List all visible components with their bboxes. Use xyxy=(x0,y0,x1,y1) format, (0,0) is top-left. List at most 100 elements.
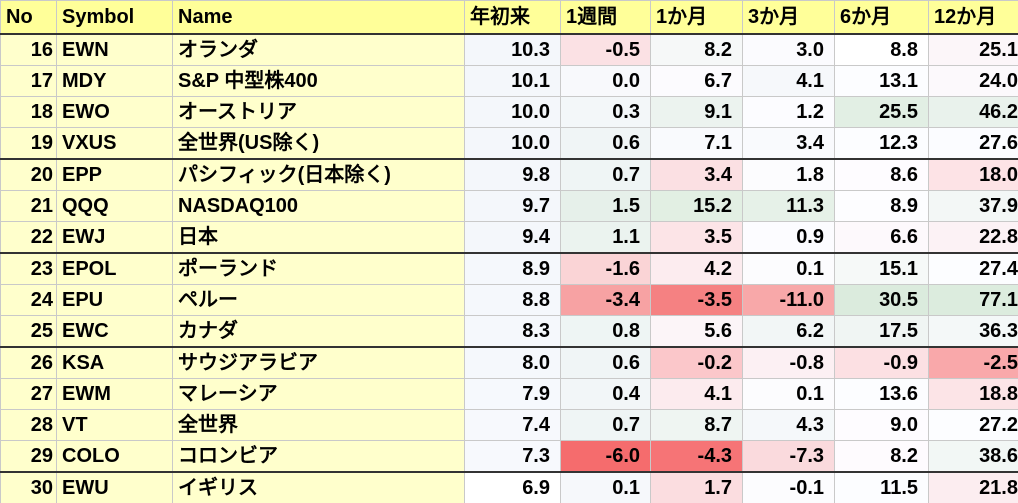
cell-name: オランダ xyxy=(172,33,465,66)
cell-12month: 27.2 xyxy=(928,409,1018,441)
col-header-6month: 6か月 xyxy=(834,0,929,35)
cell-ytd: 7.3 xyxy=(464,440,561,473)
cell-ytd: 10.0 xyxy=(464,127,561,160)
cell-1month: 6.7 xyxy=(650,65,743,97)
table-row: 27 EWM マレーシア 7.9 0.4 4.1 0.1 13.6 18.8 xyxy=(0,378,1018,410)
cell-symbol: KSA xyxy=(56,346,173,379)
cell-name: オーストリア xyxy=(172,96,465,128)
cell-3month: 11.3 xyxy=(742,190,835,222)
cell-symbol: EWM xyxy=(56,378,173,410)
table-row: 26 KSA サウジアラビア 8.0 0.6 -0.2 -0.8 -0.9 -2.5 xyxy=(0,346,1018,379)
cell-6month: 8.9 xyxy=(834,190,929,222)
col-header-no: No xyxy=(0,0,57,35)
cell-6month: 30.5 xyxy=(834,284,929,316)
table-row: 29 COLO コロンビア 7.3 -6.0 -4.3 -7.3 8.2 38.6 xyxy=(0,440,1018,473)
cell-no: 29 xyxy=(0,440,57,473)
cell-12month: 18.8 xyxy=(928,378,1018,410)
cell-3month: 4.1 xyxy=(742,65,835,97)
cell-6month: 17.5 xyxy=(834,315,929,348)
cell-no: 16 xyxy=(0,33,57,66)
cell-1month: 4.2 xyxy=(650,252,743,285)
cell-symbol: COLO xyxy=(56,440,173,473)
cell-name: NASDAQ100 xyxy=(172,190,465,222)
cell-name: ペルー xyxy=(172,284,465,316)
cell-3month: 3.4 xyxy=(742,127,835,160)
cell-6month: 13.6 xyxy=(834,378,929,410)
cell-symbol: EPOL xyxy=(56,252,173,285)
table-row: 21 QQQ NASDAQ100 9.7 1.5 15.2 11.3 8.9 37.9 xyxy=(0,190,1018,222)
cell-name: イギリス xyxy=(172,471,465,503)
cell-6month: 6.6 xyxy=(834,221,929,254)
cell-12month: 37.9 xyxy=(928,190,1018,222)
cell-1week: 0.3 xyxy=(560,96,651,128)
cell-1week: 0.6 xyxy=(560,346,651,379)
cell-no: 24 xyxy=(0,284,57,316)
cell-1month: 5.6 xyxy=(650,315,743,348)
cell-1month: 9.1 xyxy=(650,96,743,128)
col-header-symbol: Symbol xyxy=(56,0,173,35)
cell-1week: 0.7 xyxy=(560,158,651,191)
cell-6month: 13.1 xyxy=(834,65,929,97)
cell-1week: 1.1 xyxy=(560,221,651,254)
cell-ytd: 9.7 xyxy=(464,190,561,222)
cell-name: ポーランド xyxy=(172,252,465,285)
cell-12month: 25.1 xyxy=(928,33,1018,66)
cell-1week: -1.6 xyxy=(560,252,651,285)
cell-symbol: MDY xyxy=(56,65,173,97)
cell-no: 26 xyxy=(0,346,57,379)
cell-3month: -11.0 xyxy=(742,284,835,316)
cell-ytd: 10.3 xyxy=(464,33,561,66)
cell-6month: 12.3 xyxy=(834,127,929,160)
cell-1week: 0.8 xyxy=(560,315,651,348)
cell-3month: -7.3 xyxy=(742,440,835,473)
table-row: 18 EWO オーストリア 10.0 0.3 9.1 1.2 25.5 46.2 xyxy=(0,96,1018,128)
cell-3month: 0.9 xyxy=(742,221,835,254)
cell-symbol: EPP xyxy=(56,158,173,191)
cell-12month: 27.4 xyxy=(928,252,1018,285)
cell-1month: 15.2 xyxy=(650,190,743,222)
col-header-12month: 12か月 xyxy=(928,0,1018,35)
table-row: 25 EWC カナダ 8.3 0.8 5.6 6.2 17.5 36.3 xyxy=(0,315,1018,348)
cell-12month: 18.0 xyxy=(928,158,1018,191)
cell-ytd: 7.4 xyxy=(464,409,561,441)
cell-ytd: 7.9 xyxy=(464,378,561,410)
table-row: 17 MDY S&P 中型株400 10.1 0.0 6.7 4.1 13.1 24.0 xyxy=(0,65,1018,97)
cell-no: 21 xyxy=(0,190,57,222)
cell-no: 19 xyxy=(0,127,57,160)
cell-1month: 3.5 xyxy=(650,221,743,254)
table-row: 20 EPP パシフィック(日本除く) 9.8 0.7 3.4 1.8 8.6 18.0 xyxy=(0,158,1018,191)
col-header-ytd: 年初来 xyxy=(464,0,561,35)
cell-3month: 0.1 xyxy=(742,252,835,285)
cell-no: 25 xyxy=(0,315,57,348)
cell-name: S&P 中型株400 xyxy=(172,65,465,97)
cell-1month: 3.4 xyxy=(650,158,743,191)
cell-name: マレーシア xyxy=(172,378,465,410)
cell-no: 20 xyxy=(0,158,57,191)
cell-ytd: 9.8 xyxy=(464,158,561,191)
cell-12month: 21.8 xyxy=(928,471,1018,503)
cell-symbol: EWU xyxy=(56,471,173,503)
cell-symbol: EPU xyxy=(56,284,173,316)
cell-1month: 8.2 xyxy=(650,33,743,66)
cell-no: 17 xyxy=(0,65,57,97)
cell-1week: 1.5 xyxy=(560,190,651,222)
cell-symbol: EWN xyxy=(56,33,173,66)
cell-1week: 0.7 xyxy=(560,409,651,441)
cell-12month: -2.5 xyxy=(928,346,1018,379)
cell-name: 全世界 xyxy=(172,409,465,441)
cell-1week: 0.4 xyxy=(560,378,651,410)
col-header-1month: 1か月 xyxy=(650,0,743,35)
cell-1month: -4.3 xyxy=(650,440,743,473)
cell-6month: 25.5 xyxy=(834,96,929,128)
cell-1month: -0.2 xyxy=(650,346,743,379)
cell-1month: 8.7 xyxy=(650,409,743,441)
cell-3month: -0.8 xyxy=(742,346,835,379)
cell-1week: 0.6 xyxy=(560,127,651,160)
cell-symbol: QQQ xyxy=(56,190,173,222)
cell-12month: 27.6 xyxy=(928,127,1018,160)
cell-ytd: 10.1 xyxy=(464,65,561,97)
cell-ytd: 8.9 xyxy=(464,252,561,285)
cell-6month: 15.1 xyxy=(834,252,929,285)
